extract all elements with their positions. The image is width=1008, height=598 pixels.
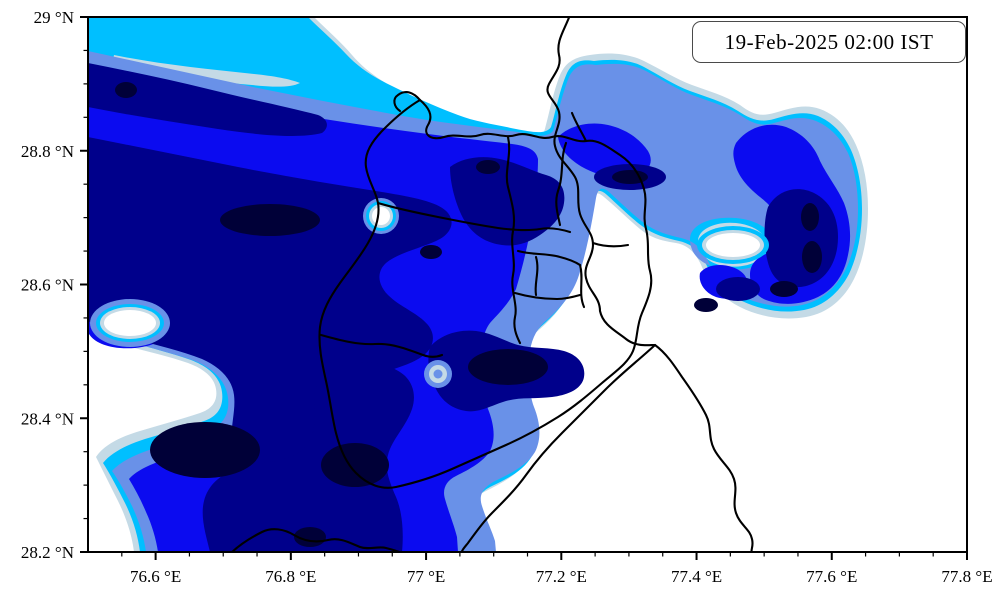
- contour-pale-streak: [112, 55, 300, 87]
- boundary-river: [546, 17, 754, 552]
- contour-level5-navy-topband: [88, 63, 327, 136]
- contour-level6-dark-4: [150, 422, 260, 478]
- boundary-outer: [318, 98, 653, 489]
- contour-level5-navy-leftcenter: [88, 137, 452, 483]
- contour-light-spot: [424, 360, 452, 388]
- contour-level6-dark-9: [801, 203, 819, 231]
- contour-level6-dark-3: [420, 245, 442, 259]
- boundary-inner-d4: [513, 291, 582, 301]
- contour-level6-dark-7: [476, 160, 500, 174]
- boundary-diagonal-sw: [460, 343, 657, 552]
- boundary-inner-f: [319, 333, 444, 358]
- contour-level6-dark-12: [694, 298, 718, 312]
- boundary-inner-d2: [534, 255, 539, 297]
- x-tick-label: 77.4 °E: [671, 567, 722, 586]
- boundary-inner-d1: [516, 249, 582, 267]
- y-tick-label: 29 °N: [34, 8, 74, 27]
- contour-level6-dark-8: [612, 170, 648, 184]
- x-tick-label: 76.6 °E: [130, 567, 181, 586]
- y-tick-label: 28.2 °N: [21, 543, 74, 562]
- x-axis: 76.6 °E 76.8 °E 77 °E 77.2 °E 77.4 °E 77.6 °E…: [121, 552, 993, 586]
- x-tick-label: 77.8 °E: [941, 567, 992, 586]
- contour-field: [88, 17, 868, 552]
- boundary-inner-e: [591, 241, 630, 248]
- timestamp-text: 19-Feb-2025 02:00 IST: [724, 29, 934, 54]
- contour-hole-east: [697, 226, 769, 264]
- contour-level6-dark-2: [220, 204, 320, 236]
- y-axis: 29 °N 28.8 °N 28.6 °N 28.4 °N 28.2 °N: [21, 8, 88, 562]
- contour-level6-dark-10: [802, 241, 822, 273]
- contour-hole-west: [90, 299, 170, 347]
- y-tick-label: 28.8 °N: [21, 142, 74, 161]
- x-tick-label: 77 °E: [407, 567, 445, 586]
- contour-level6-dark-6: [468, 349, 548, 385]
- boundary-hook-top: [393, 91, 422, 113]
- x-tick-label: 76.8 °E: [265, 567, 316, 586]
- boundary-inner-c: [555, 141, 568, 227]
- boundary-inner-d3: [578, 263, 586, 309]
- y-tick-label: 28.6 °N: [21, 276, 74, 295]
- timestamp-box: 19-Feb-2025 02:00 IST: [692, 21, 966, 63]
- boundary-bottom-wiggle: [230, 528, 403, 552]
- boundary-spur: [570, 111, 588, 143]
- contour-level6-dark-1: [115, 82, 137, 98]
- district-boundaries: [230, 17, 754, 552]
- contour-level5-navy-bottom: [202, 362, 414, 552]
- contour-level5-navy-lobefoot: [716, 277, 760, 301]
- contour-level5-navy-north: [450, 157, 565, 246]
- x-tick-label: 77.6 °E: [806, 567, 857, 586]
- x-tick-label: 77.2 °E: [536, 567, 587, 586]
- boundary-inner-a: [376, 201, 572, 234]
- contour-level4-blue-neck: [558, 123, 651, 178]
- boundary-inner-b: [505, 135, 522, 345]
- contour-level5-navy-lobecore: [764, 189, 838, 288]
- contour-level6-dark-11: [770, 281, 798, 297]
- y-tick-label: 28.4 °N: [21, 409, 74, 428]
- contour-level6-dark-5: [321, 443, 389, 487]
